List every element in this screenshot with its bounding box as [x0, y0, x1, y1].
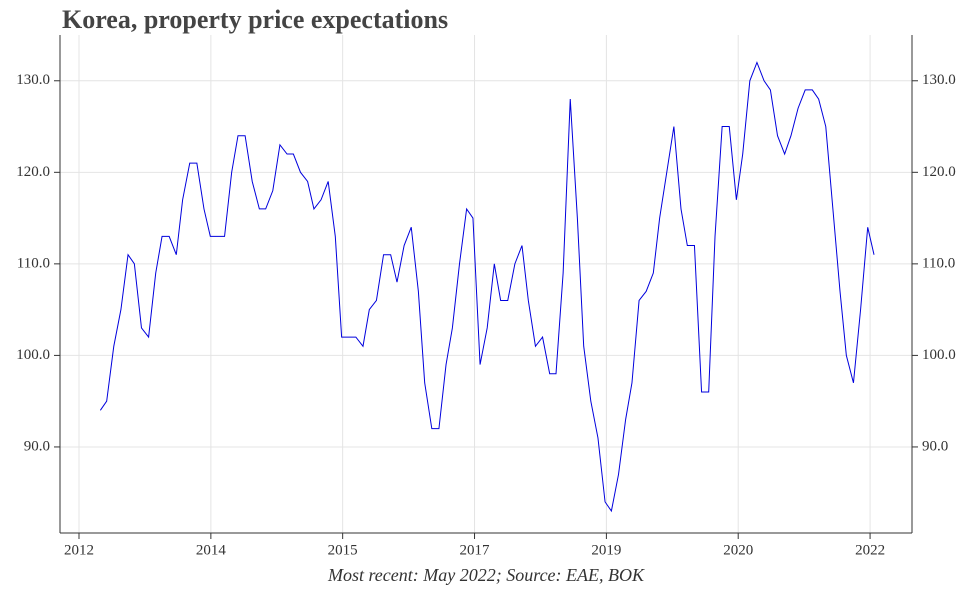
- y-tick-label: 130.0: [16, 72, 50, 88]
- x-tick-label: 2015: [328, 542, 358, 558]
- x-tick-label: 2022: [855, 542, 885, 558]
- chart-title: Korea, property price expectations: [62, 5, 448, 34]
- y2-tick-label: 90.0: [922, 438, 948, 454]
- y-tick-label: 90.0: [24, 438, 50, 454]
- footnote: Most recent: May 2022; Source: EAE, BOK: [327, 565, 645, 585]
- y2-tick-label: 110.0: [922, 255, 955, 271]
- y2-tick-label: 130.0: [922, 72, 956, 88]
- y2-tick-label: 100.0: [922, 347, 956, 363]
- y2-tick-label: 120.0: [922, 164, 956, 180]
- y-tick-label: 110.0: [17, 255, 50, 271]
- x-tick-label: 2020: [723, 542, 753, 558]
- data-line: [99, 61, 875, 513]
- x-tick-label: 2017: [460, 542, 491, 558]
- x-tick-label: 2014: [196, 542, 227, 558]
- x-tick-label: 2012: [64, 542, 94, 558]
- y-tick-label: 120.0: [16, 164, 50, 180]
- y-tick-label: 100.0: [16, 347, 50, 363]
- x-tick-label: 2019: [591, 542, 621, 558]
